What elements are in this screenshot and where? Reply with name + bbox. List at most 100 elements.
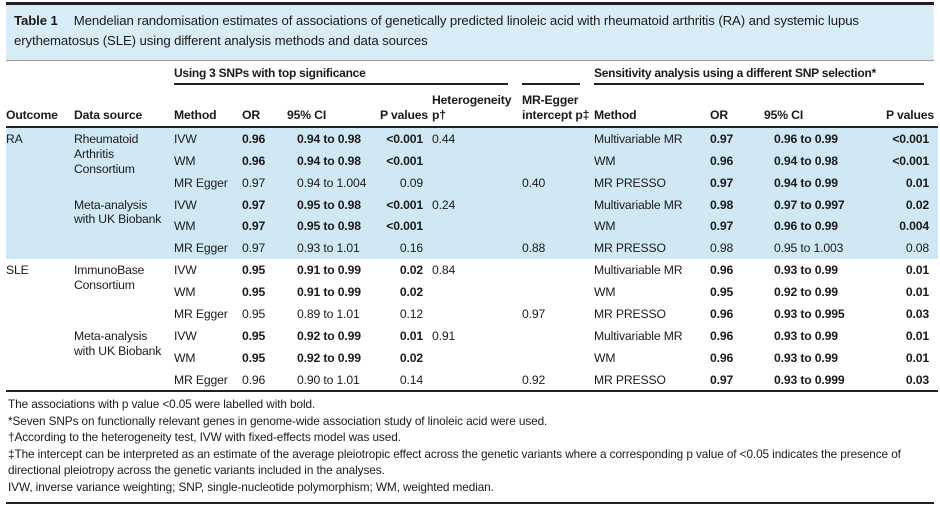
cell-outcome: SLE <box>6 259 74 393</box>
cell-p: <0.001 <box>375 126 432 150</box>
cell-or: 0.96 <box>242 149 287 172</box>
cell-s-ci: 0.93 to 0.99 <box>774 350 838 365</box>
cell-ci: 0.92 to 0.99 <box>297 328 361 343</box>
cell-s-or: 0.98 <box>710 193 764 216</box>
table-caption: Table 1 Mendelian randomisation estimates… <box>6 2 934 62</box>
footnote: *Seven SNPs on functionally relevant gen… <box>8 413 548 428</box>
cell-ci: 0.91 to 0.99 <box>297 263 361 278</box>
cell-method: MR Egger <box>174 237 242 260</box>
cell-heterogeneity <box>432 303 522 325</box>
cell-p: <0.001 <box>375 215 432 238</box>
cell-s-ci: 0.93 to 0.995 <box>774 306 845 321</box>
cell-s-ci: 0.94 to 0.99 <box>764 171 876 194</box>
cell-method: IVW <box>174 328 197 343</box>
cell-s-method: Multivariable MR <box>594 193 710 216</box>
cell-s-p: <0.001 <box>876 126 939 150</box>
cell-s-method: WM <box>594 149 710 172</box>
cell-p: 0.16 <box>375 237 432 260</box>
col-header-source: Data source <box>74 85 174 128</box>
cell-s-ci: 0.92 to 0.99 <box>774 285 838 300</box>
table-row: MR Egger 0.95 0.89 to 1.01 0.12 0.97 MR … <box>6 303 938 325</box>
cell-or: 0.95 <box>242 285 266 300</box>
table-footnotes: The associations with p value <0.05 were… <box>6 392 934 505</box>
group-header-primary: Using 3 SNPs with top significance <box>174 66 508 86</box>
cell-ci: 0.94 to 0.98 <box>287 126 375 150</box>
table-row: WM 0.97 0.95 to 0.98 <0.001 WM 0.97 0.96… <box>6 215 939 238</box>
cell-method: IVW <box>174 193 242 216</box>
cell-s-p: <0.001 <box>876 149 939 172</box>
cell-egger-intercept <box>522 215 594 238</box>
table-row: SLE ImmunoBase Consortium IVW 0.95 0.91 … <box>6 259 938 393</box>
cell-source: ImmunoBase Consortium <box>74 263 145 293</box>
group-header-row: Using 3 SNPs with top significance Sensi… <box>6 64 938 86</box>
table-row: WM 0.96 0.94 to 0.98 <0.001 WM 0.96 0.94… <box>6 149 939 172</box>
cell-s-ci: 0.93 to 0.999 <box>764 368 876 393</box>
cell-p: 0.12 <box>399 306 423 321</box>
cell-method: WM <box>174 350 196 365</box>
col-header-s-or: OR <box>710 85 764 128</box>
cell-method: WM <box>174 215 242 238</box>
table-row: MR Egger 0.97 0.94 to 1.004 0.09 0.40 MR… <box>6 171 939 194</box>
table-row: Meta-analysis with UK Biobank IVW 0.95 0… <box>6 324 938 393</box>
cell-p: 0.02 <box>399 285 423 300</box>
group-header-sensitivity-cell: Sensitivity analysis using a different S… <box>594 64 938 86</box>
table-row: MR Egger 0.96 0.90 to 1.01 0.14 0.92 MR … <box>6 368 939 393</box>
cell-heterogeneity: 0.91 <box>432 328 456 343</box>
cell-ci: 0.89 to 1.01 <box>297 306 360 321</box>
cell-s-p: 0.01 <box>905 350 930 365</box>
cell-s-method: Multivariable MR <box>594 328 683 343</box>
footnote: IVW, inverse variance weighting; SNP, si… <box>8 479 494 494</box>
cell-method: IVW <box>174 263 197 278</box>
cell-p: 0.09 <box>375 171 432 194</box>
cell-method: WM <box>174 149 242 172</box>
cell-heterogeneity: 0.24 <box>432 193 522 216</box>
table-row: RA Rheumatoid Arthritis Consortium IVW 0… <box>6 126 939 260</box>
cell-s-p: 0.01 <box>905 285 930 300</box>
cell-ci: 0.91 to 0.99 <box>297 285 361 300</box>
cell-method: MR Egger <box>174 171 242 194</box>
cell-s-or: 0.96 <box>710 306 734 321</box>
cell-or: 0.97 <box>242 171 287 194</box>
cell-s-or: 0.97 <box>710 368 764 393</box>
column-header-row: Outcome Data source Method OR 95% CI P v… <box>6 85 939 128</box>
cell-or: 0.97 <box>242 215 287 238</box>
cell-heterogeneity: 0.44 <box>432 126 522 150</box>
mr-estimates-table: Using 3 SNPs with top significance Sensi… <box>6 64 939 393</box>
cell-p: 0.01 <box>399 328 423 343</box>
cell-or: 0.96 <box>242 126 287 150</box>
cell-s-ci: 0.93 to 0.99 <box>774 328 838 343</box>
cell-s-ci: 0.96 to 0.99 <box>764 215 876 238</box>
cell-s-method: MR PRESSO <box>594 368 710 393</box>
cell-s-method: WM <box>594 350 616 365</box>
table-caption-text: Mendelian randomisation estimates of ass… <box>14 13 859 49</box>
footnote: The associations with p value <0.05 were… <box>8 397 316 412</box>
col-header-heterogeneity: Heterogeneity p† <box>432 85 522 128</box>
cell-heterogeneity <box>432 281 522 303</box>
cell-s-method: Multivariable MR <box>594 126 710 150</box>
cell-ci: 0.92 to 0.99 <box>297 350 361 365</box>
table-number: Table 1 <box>14 13 58 28</box>
cell-egger-intercept: 0.92 <box>522 368 594 393</box>
cell-s-method: MR PRESSO <box>594 306 666 321</box>
cell-s-or: 0.96 <box>710 328 734 343</box>
cell-or: 0.95 <box>242 263 266 278</box>
cell-egger-intercept <box>522 193 594 216</box>
cell-s-p: 0.01 <box>905 263 930 278</box>
cell-s-or: 0.96 <box>710 263 734 278</box>
col-header-s-method: Method <box>594 85 710 128</box>
cell-heterogeneity <box>432 347 522 369</box>
col-header-p: P values <box>375 85 432 128</box>
footnote: ‡The intercept can be interpreted as an … <box>8 446 901 478</box>
cell-method: MR Egger <box>174 368 242 393</box>
cell-outcome: RA <box>6 126 74 260</box>
cell-s-ci: 0.93 to 0.99 <box>774 263 838 278</box>
cell-method: IVW <box>174 126 242 150</box>
cell-or: 0.95 <box>242 328 266 343</box>
col-header-outcome: Outcome <box>6 85 74 128</box>
cell-s-ci: 0.97 to 0.997 <box>764 193 876 216</box>
cell-s-or: 0.95 <box>710 285 734 300</box>
cell-heterogeneity <box>432 237 522 260</box>
cell-ci: 0.95 to 0.98 <box>287 193 375 216</box>
group-header-spacer <box>6 64 174 85</box>
group-header-sensitivity: Sensitivity analysis using a different S… <box>594 66 925 86</box>
